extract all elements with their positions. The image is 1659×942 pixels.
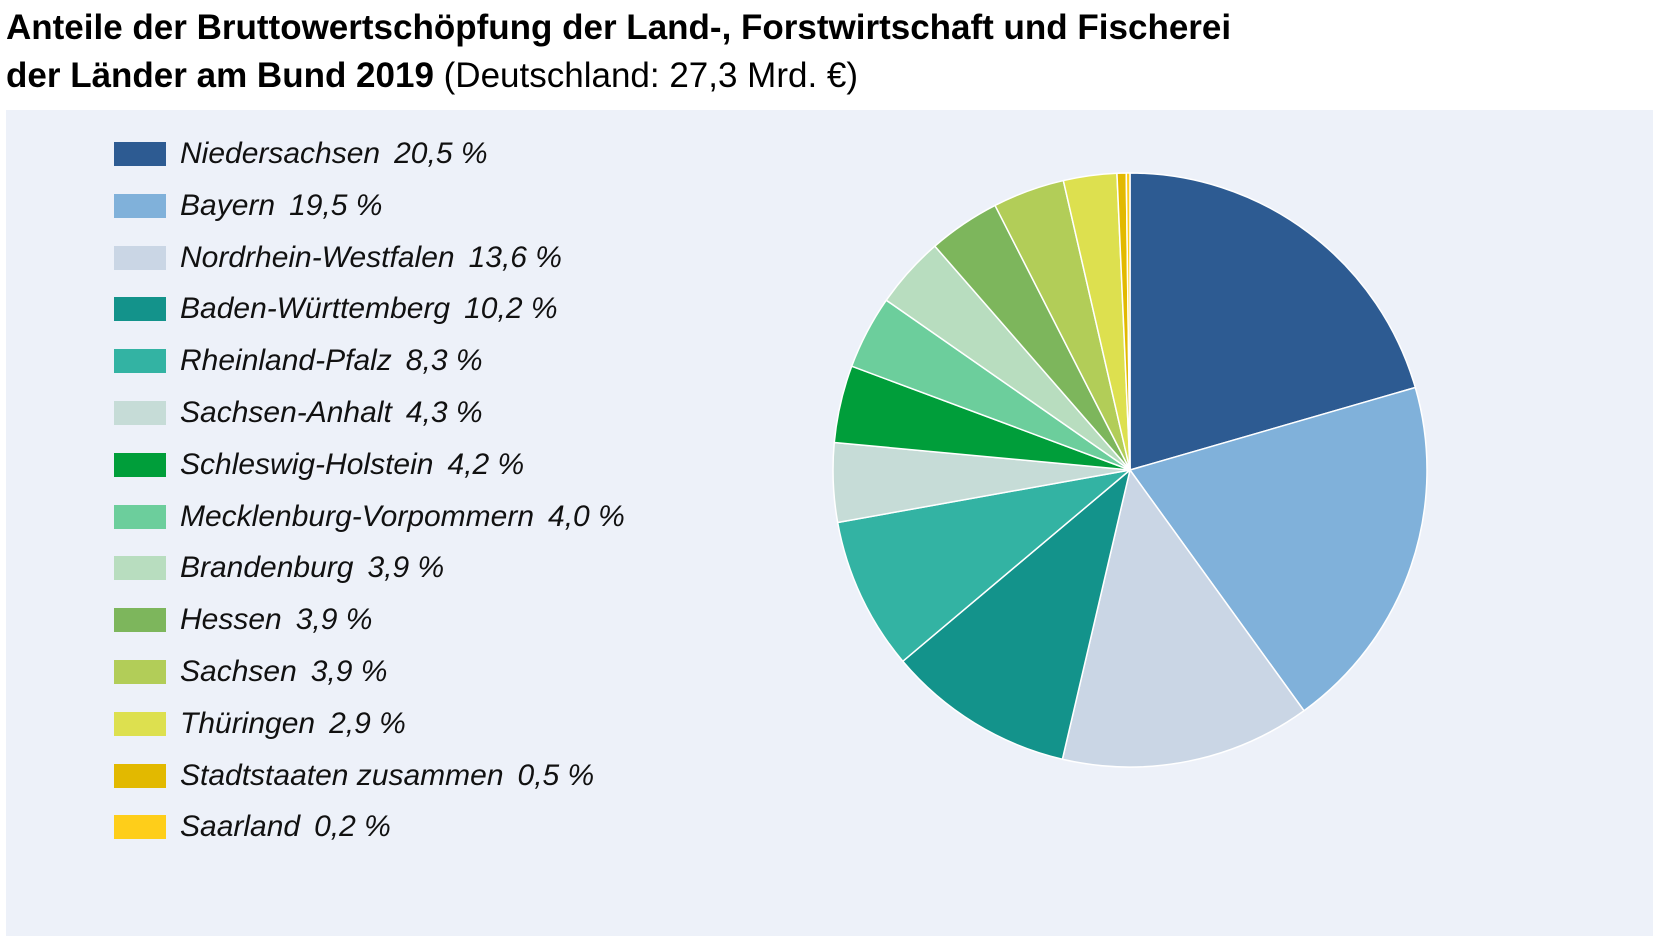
legend-label: Nordrhein-Westfalen bbox=[180, 240, 455, 274]
legend-value: 3,9 % bbox=[295, 603, 373, 637]
legend-swatch bbox=[114, 245, 166, 270]
legend-text: Bayern 19,5 % bbox=[180, 186, 382, 226]
legend-value: 4,2 % bbox=[447, 447, 525, 481]
legend-text: Stadtstaaten zusammen 0,5 % bbox=[180, 756, 594, 796]
legend-text: Baden-Württemberg 10,2 % bbox=[180, 289, 558, 329]
legend-value: 10,2 % bbox=[464, 292, 558, 326]
legend-value: 13,6 % bbox=[468, 240, 562, 274]
legend-label: Sachsen bbox=[180, 655, 297, 688]
legend-swatch bbox=[114, 142, 166, 166]
legend-swatch bbox=[114, 711, 166, 736]
legend-value: 0,2 % bbox=[314, 810, 391, 844]
legend-value: 3,9 % bbox=[310, 655, 388, 688]
legend-text: Niedersachsen 20,5 % bbox=[180, 134, 488, 174]
legend-label: Bayern bbox=[180, 188, 276, 222]
legend-label: Brandenburg bbox=[180, 551, 354, 585]
legend-swatch bbox=[114, 452, 166, 477]
legend-value: 3,9 % bbox=[367, 551, 445, 585]
legend-label: Schleswig-Holstein bbox=[180, 447, 434, 481]
legend-value: 4,3 % bbox=[405, 396, 483, 429]
pie-slice-bayern bbox=[1129, 386, 1428, 712]
legend-text: Schleswig-Holstein 4,2 % bbox=[180, 445, 524, 485]
legend-text: Brandenburg 3,9 % bbox=[180, 548, 444, 588]
pie-slice-niedersachsen bbox=[1129, 172, 1417, 471]
legend-text: Sachsen 3,9 % bbox=[180, 652, 387, 692]
pie-slice-saarland bbox=[1125, 172, 1131, 471]
legend-text: Sachsen-Anhalt 4,3 % bbox=[180, 393, 483, 433]
legend-label: Baden-Württemberg bbox=[180, 292, 451, 326]
legend-swatch bbox=[114, 349, 166, 374]
legend-text: Saarland 0,2 % bbox=[180, 807, 391, 847]
title-line-2-bold: der Länder am Bund 2019 bbox=[6, 56, 434, 95]
legend-swatch bbox=[114, 504, 166, 529]
pie-chart bbox=[832, 172, 1428, 768]
legend-text: Rheinland-Pfalz 8,3 % bbox=[180, 341, 483, 381]
title-subtitle: (Deutschland: 27,3 Mrd. €) bbox=[433, 56, 859, 95]
legend-value: 20,5 % bbox=[394, 137, 488, 170]
legend-value: 4,0 % bbox=[548, 499, 625, 533]
legend-label: Stadtstaaten zusammen bbox=[180, 758, 504, 792]
legend-value: 2,9 % bbox=[329, 706, 406, 740]
legend-swatch bbox=[114, 660, 166, 684]
pie-slice-rheinland-pfalz bbox=[836, 469, 1131, 663]
legend-swatch bbox=[114, 297, 166, 322]
legend-value: 8,3 % bbox=[405, 344, 483, 378]
legend-swatch bbox=[114, 608, 166, 633]
title-line-1: Anteile der Bruttowertschöpfung der Land… bbox=[6, 8, 1232, 47]
legend-label: Niedersachsen bbox=[180, 137, 381, 170]
pie-slice-nordrhein-westfalen bbox=[1061, 469, 1305, 768]
legend-label: Saarland bbox=[180, 810, 301, 844]
legend-text: Mecklenburg-Vorpommern 4,0 % bbox=[180, 497, 625, 537]
legend-swatch bbox=[114, 815, 166, 840]
legend-text: Nordrhein-Westfalen 13,6 % bbox=[180, 238, 562, 278]
title-line-2: der Länder am Bund 2019 (Deutschland: 27… bbox=[6, 52, 1646, 100]
legend-label: Rheinland-Pfalz bbox=[180, 344, 392, 378]
legend-label: Mecklenburg-Vorpommern bbox=[180, 499, 535, 533]
legend-text: Thüringen 2,9 % bbox=[180, 704, 406, 744]
legend-value: 19,5 % bbox=[289, 188, 383, 222]
chart-title: Anteile der Bruttowertschöpfung der Land… bbox=[6, 4, 1646, 100]
legend-label: Hessen bbox=[180, 603, 282, 637]
legend-swatch bbox=[114, 401, 166, 425]
legend-label: Thüringen bbox=[180, 706, 316, 740]
legend-swatch bbox=[114, 556, 166, 581]
legend-label: Sachsen-Anhalt bbox=[180, 396, 392, 429]
legend-swatch bbox=[114, 763, 166, 788]
legend-swatch bbox=[114, 193, 166, 218]
legend-text: Hessen 3,9 % bbox=[180, 600, 372, 640]
legend-value: 0,5 % bbox=[517, 758, 595, 792]
pie-slice-baden-württemberg bbox=[902, 469, 1131, 760]
